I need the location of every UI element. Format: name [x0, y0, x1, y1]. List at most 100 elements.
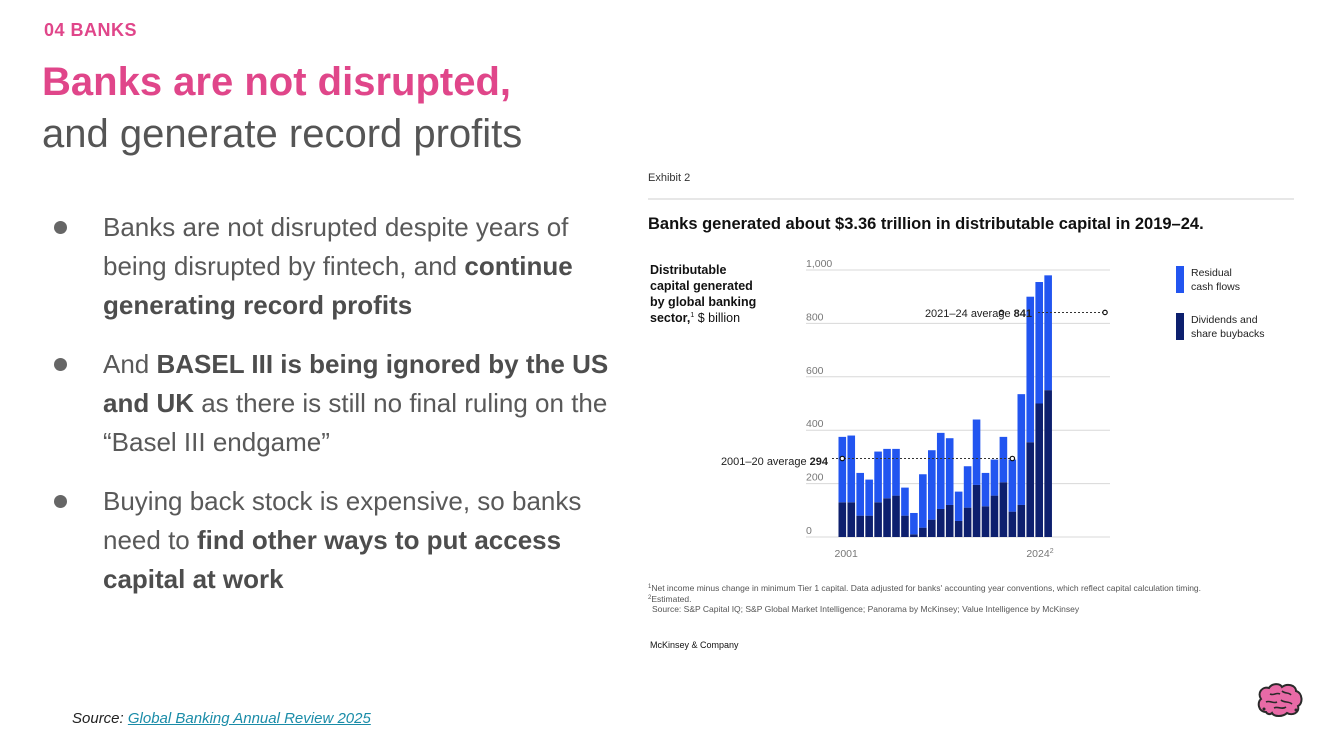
bar-residual-cash-flows: [856, 472, 864, 516]
bar-residual-cash-flows: [1044, 275, 1052, 391]
exhibit-footnotes: 1Net income minus change in minimum Tier…: [648, 583, 1201, 614]
avg-marker: [839, 455, 846, 462]
y-tick-label: 200: [806, 472, 824, 484]
bar-residual-cash-flows: [865, 479, 873, 516]
bullet-dot-icon: [54, 495, 67, 508]
bar-residual-cash-flows: [963, 466, 972, 508]
x-tick-label: 20242: [1026, 548, 1053, 560]
bar-dividends-buybacks: [945, 504, 954, 537]
slide-source: Source: Global Banking Annual Review 202…: [72, 710, 371, 727]
exhibit-label: Exhibit 2: [648, 172, 690, 184]
bar-dividends-buybacks: [910, 534, 918, 537]
exhibit-source: Source: S&P Capital IQ; S&P Global Marke…: [652, 604, 1080, 614]
bar-dividends-buybacks: [874, 502, 882, 537]
bar-dividends-buybacks: [856, 515, 864, 537]
bar-residual-cash-flows: [910, 512, 918, 535]
y-tick-label: 400: [806, 418, 824, 430]
avg-2021-24-annotation: 2021–24 average 841: [925, 308, 1032, 320]
y-tick-label: 600: [806, 365, 824, 377]
bar-residual-cash-flows: [928, 450, 936, 520]
bar-dividends-buybacks: [936, 508, 945, 537]
footnote-1: 1Net income minus change in minimum Tier…: [648, 583, 1201, 593]
exhibit-chart: Exhibit 2 Banks generated about $3.36 tr…: [648, 172, 1294, 650]
y-tick-label: 0: [806, 525, 812, 537]
bar-dividends-buybacks: [901, 515, 909, 537]
legend-swatch-residual: [1176, 266, 1184, 293]
bar-dividends-buybacks: [972, 484, 981, 537]
bar-residual-cash-flows: [847, 435, 856, 503]
source-link[interactable]: Global Banking Annual Review 2025: [127, 710, 371, 727]
bar-residual-cash-flows: [1008, 459, 1017, 512]
bullet-bold-text: BASEL III is being ignored by the US and…: [103, 349, 609, 418]
bar-residual-cash-flows: [883, 448, 891, 499]
bar-residual-cash-flows: [901, 487, 909, 516]
legend-swatch-dividends: [1176, 313, 1184, 340]
footnote-2: 2Estimated.: [648, 594, 692, 604]
bar-residual-cash-flows: [892, 448, 900, 496]
bar-dividends-buybacks: [1017, 504, 1026, 537]
legend-label-dividends: Dividends and share buybacks: [1191, 314, 1265, 340]
bar-dividends-buybacks: [999, 482, 1008, 537]
bar-residual-cash-flows: [945, 438, 954, 505]
bullet-dot-icon: [54, 221, 67, 234]
average-lines: [832, 309, 1108, 462]
bullet-bold-text: continue generating record profits: [103, 251, 573, 320]
legend-label-residual: Residual cash flows: [1191, 267, 1240, 293]
x-tick-label: 2001: [835, 548, 859, 560]
bar-residual-cash-flows: [838, 436, 847, 503]
chart-legend: Residual cash flows Dividends and share …: [1176, 266, 1265, 340]
slide-subtitle: and generate record profits: [42, 112, 523, 156]
bullet-list: Banks are not disrupted despite years of…: [50, 208, 610, 619]
slide-title: Banks are not disrupted,: [42, 60, 511, 104]
bar-residual-cash-flows: [874, 451, 882, 503]
avg-marker: [1009, 455, 1016, 462]
chart-bars: [838, 275, 1052, 537]
bar-dividends-buybacks: [892, 495, 900, 537]
brain-icon: [1257, 683, 1303, 717]
bar-residual-cash-flows: [1017, 394, 1026, 505]
bar-dividends-buybacks: [838, 502, 847, 537]
y-axis-ticks: 0 200 400 600 800 1,000: [806, 258, 832, 537]
bar-residual-cash-flows: [954, 491, 963, 521]
bar-dividends-buybacks: [1008, 511, 1017, 537]
bar-dividends-buybacks: [1026, 442, 1035, 537]
bullet-text: And: [103, 349, 157, 379]
y-tick-label: 800: [806, 311, 824, 323]
bar-residual-cash-flows: [981, 472, 990, 507]
source-prefix: Source:: [72, 710, 124, 727]
bar-dividends-buybacks: [990, 495, 999, 537]
bullet-text: Banks are not disrupted despite years of…: [103, 212, 569, 281]
bullet-item: And BASEL III is being ignored by the US…: [50, 345, 610, 462]
bar-dividends-buybacks: [954, 520, 963, 537]
bar-dividends-buybacks: [883, 498, 891, 537]
bar-residual-cash-flows: [1026, 296, 1035, 443]
bullet-dot-icon: [54, 358, 67, 371]
bullet-text: as there is still no final ruling on the…: [103, 388, 608, 457]
bar-residual-cash-flows: [919, 474, 927, 528]
section-label: 04 BANKS: [44, 20, 138, 40]
bar-dividends-buybacks: [1044, 390, 1052, 537]
bar-residual-cash-flows: [999, 436, 1008, 483]
bullet-item: Banks are not disrupted despite years of…: [50, 208, 610, 325]
bar-dividends-buybacks: [847, 502, 856, 537]
bar-dividends-buybacks: [1035, 403, 1043, 537]
metric-label: Distributable capital generated by globa…: [650, 263, 760, 325]
bar-dividends-buybacks: [928, 519, 936, 537]
bullet-text: Buying back stock is expensive, so banks…: [103, 486, 582, 555]
bar-residual-cash-flows: [972, 419, 981, 485]
avg-marker: [998, 309, 1005, 316]
bar-dividends-buybacks: [865, 515, 873, 537]
avg-2001-20-annotation: 2001–20 average 294: [721, 456, 829, 468]
exhibit-headline: Banks generated about $3.36 trillion in …: [648, 215, 1204, 233]
bullet-bold-text: find other ways to put access capital at…: [103, 525, 562, 594]
bar-dividends-buybacks: [963, 507, 972, 537]
x-axis-ticks: 2001 20242: [835, 548, 1054, 560]
bar-residual-cash-flows: [990, 459, 999, 496]
bar-residual-cash-flows: [1035, 282, 1043, 404]
bullet-item: Buying back stock is expensive, so banks…: [50, 482, 610, 599]
bar-residual-cash-flows: [936, 432, 945, 509]
publisher-name: McKinsey & Company: [650, 640, 739, 650]
bar-dividends-buybacks: [981, 506, 990, 537]
bar-dividends-buybacks: [919, 527, 927, 537]
y-tick-label: 1,000: [806, 258, 832, 270]
